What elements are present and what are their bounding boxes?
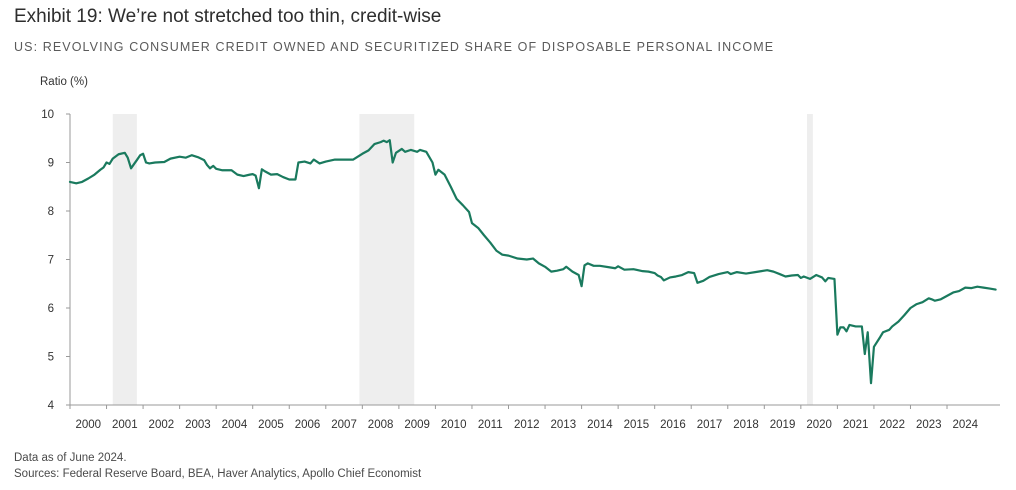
x-tick-label: 2000 [75,419,101,431]
x-tick-label: 2001 [112,419,138,431]
x-tick-label: 2013 [551,419,577,431]
x-tick-label: 2009 [404,419,430,431]
x-tick-label: 2011 [478,419,503,431]
x-tick-label: 2006 [295,419,321,431]
x-tick-label: 2015 [624,419,650,431]
x-tick-label: 2010 [441,419,467,431]
x-tick-label: 2016 [660,419,686,431]
y-tick-label: 8 [48,206,54,218]
series-line-1 [68,139,997,385]
y-tick-label: 10 [41,109,54,121]
x-tick-label: 2022 [879,419,905,431]
axes: 4 5 6 7 8 9 10 2000 2001 2002 2003 2004 2005 2006 2007… [41,109,1000,431]
x-tick-label: 2014 [587,419,613,431]
x-tick-label: 2019 [770,419,796,431]
y-tick-label: 5 [48,352,54,364]
y-tick-label: 4 [48,400,55,412]
x-tick-label: 2003 [185,419,211,431]
x-tick-label: 2017 [697,419,723,431]
y-tick-label: 6 [48,303,54,315]
x-tick-label: 2024 [952,419,978,431]
x-tick-label: 2020 [806,419,832,431]
x-tick-label: 2018 [733,419,759,431]
data-as-of-note: Data as of June 2024. [14,452,127,464]
x-tick-label: 2005 [258,419,284,431]
recession-band-3 [807,114,813,405]
y-tick-label: 7 [48,255,54,267]
x-tick-label: 2021 [843,419,869,431]
series-layer [68,139,997,385]
line-chart: 4 5 6 7 8 9 10 2000 2001 2002 2003 2004 2005 2006 2007… [41,109,1000,431]
x-tick-label: 2008 [368,419,394,431]
chart-title: Exhibit 19: We’re not stretched too thin… [14,6,442,27]
recession-shading [112,114,813,405]
x-tick-label: 2023 [916,419,942,431]
x-tick-label: 2007 [331,419,357,431]
sources-note: Sources: Federal Reserve Board, BEA, Hav… [14,468,422,480]
x-tick-label: 2012 [514,419,540,431]
recession-band-2 [359,114,415,405]
chart-subtitle: US: REVOLVING CONSUMER CREDIT OWNED AND … [14,40,775,54]
x-tick-label: 2002 [149,419,175,431]
x-tick-label: 2004 [222,419,248,431]
y-tick-label: 9 [48,158,54,170]
recession-band-1 [112,114,137,405]
y-axis-label: Ratio (%) [40,76,88,88]
